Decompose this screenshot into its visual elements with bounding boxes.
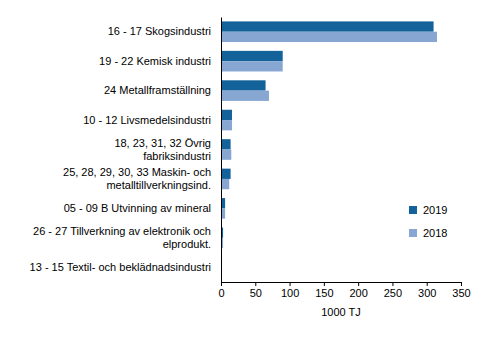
y-tick-label: 10 - 12 Livsmedelsindustri bbox=[83, 114, 211, 126]
bar bbox=[221, 139, 231, 149]
x-tick-mark bbox=[255, 282, 256, 286]
x-tick: 0 bbox=[218, 282, 224, 299]
legend-swatch bbox=[409, 229, 417, 237]
bar bbox=[221, 61, 283, 71]
bars bbox=[221, 21, 437, 277]
x-tick-mark bbox=[427, 282, 428, 286]
y-tick-label: 05 - 09 B Utvinning av mineral bbox=[64, 202, 211, 214]
y-tick: 10 - 12 Livsmedelsindustri bbox=[83, 114, 211, 126]
y-tick-label: 16 - 17 Skogsindustri bbox=[108, 25, 211, 37]
y-tick-label: 18, 23, 31, 32 Övrigfabriksindustri bbox=[114, 137, 211, 162]
x-tick-label: 250 bbox=[384, 287, 402, 299]
x-tick-label: 300 bbox=[418, 287, 436, 299]
bar bbox=[221, 169, 231, 179]
x-tick-mark bbox=[324, 282, 325, 286]
y-tick-label: 26 - 27 Tillverkning av elektronik ochel… bbox=[33, 225, 211, 250]
y-tick: 26 - 27 Tillverkning av elektronik ochel… bbox=[33, 225, 211, 250]
x-tick: 50 bbox=[250, 282, 262, 299]
x-tick-label: 350 bbox=[452, 287, 470, 299]
legend-label: 2018 bbox=[423, 227, 447, 239]
x-tick: 150 bbox=[315, 282, 333, 299]
y-tick: 18, 23, 31, 32 Övrigfabriksindustri bbox=[114, 137, 211, 162]
y-tick: 13 - 15 Textil- och beklädnadsindustri bbox=[30, 261, 211, 273]
chart: 0 50 100 150 200 250 300 350 16 - 17 Skogsindust… bbox=[0, 0, 491, 340]
x-axis: 0 50 100 150 200 250 300 350 bbox=[218, 282, 470, 299]
y-tick: 25, 28, 29, 30, 33 Maskin- ochmetalltill… bbox=[63, 166, 211, 191]
x-tick-label: 0 bbox=[218, 287, 224, 299]
y-tick: 05 - 09 B Utvinning av mineral bbox=[64, 202, 211, 214]
y-tick-label: 25, 28, 29, 30, 33 Maskin- ochmetalltill… bbox=[63, 166, 211, 191]
x-tick-mark bbox=[461, 282, 462, 286]
x-tick-label: 200 bbox=[349, 287, 367, 299]
y-tick: 19 - 22 Kemisk industri bbox=[99, 55, 211, 67]
bar bbox=[221, 32, 437, 42]
plot: 0 50 100 150 200 250 300 350 16 - 17 Skogsindust… bbox=[30, 18, 471, 299]
x-tick: 350 bbox=[452, 282, 470, 299]
x-tick-label: 100 bbox=[281, 287, 299, 299]
x-tick: 100 bbox=[281, 282, 299, 299]
bar bbox=[221, 150, 231, 160]
y-tick-label: 24 Metallframställning bbox=[104, 84, 211, 96]
x-tick-mark bbox=[392, 282, 393, 286]
x-axis-line bbox=[222, 283, 462, 287]
y-axis: 16 - 17 Skogsindustri 19 - 22 Kemisk indu… bbox=[30, 18, 222, 283]
x-tick: 300 bbox=[418, 282, 436, 299]
legend-label: 2019 bbox=[423, 204, 447, 216]
y-axis-line bbox=[221, 18, 222, 283]
legend-swatch bbox=[409, 206, 417, 214]
y-tick-label: 19 - 22 Kemisk industri bbox=[99, 55, 211, 67]
x-axis-title: 1000 TJ bbox=[321, 306, 361, 318]
x-tick-mark bbox=[290, 282, 291, 286]
x-tick: 200 bbox=[349, 282, 367, 299]
y-tick: 16 - 17 Skogsindustri bbox=[108, 25, 211, 37]
bar bbox=[221, 179, 229, 189]
x-tick-label: 50 bbox=[250, 287, 262, 299]
y-tick-label: 13 - 15 Textil- och beklädnadsindustri bbox=[30, 261, 211, 273]
legend: 2019 2018 bbox=[409, 204, 447, 239]
x-tick: 250 bbox=[384, 282, 402, 299]
x-tick-label: 150 bbox=[315, 287, 333, 299]
bar bbox=[221, 120, 232, 130]
y-tick: 24 Metallframställning bbox=[104, 84, 211, 96]
bar bbox=[221, 110, 232, 120]
bar bbox=[221, 80, 266, 90]
bar bbox=[221, 51, 283, 61]
bar bbox=[221, 91, 269, 101]
x-tick-mark bbox=[358, 282, 359, 286]
bar bbox=[221, 21, 434, 31]
x-tick-mark bbox=[221, 282, 222, 286]
